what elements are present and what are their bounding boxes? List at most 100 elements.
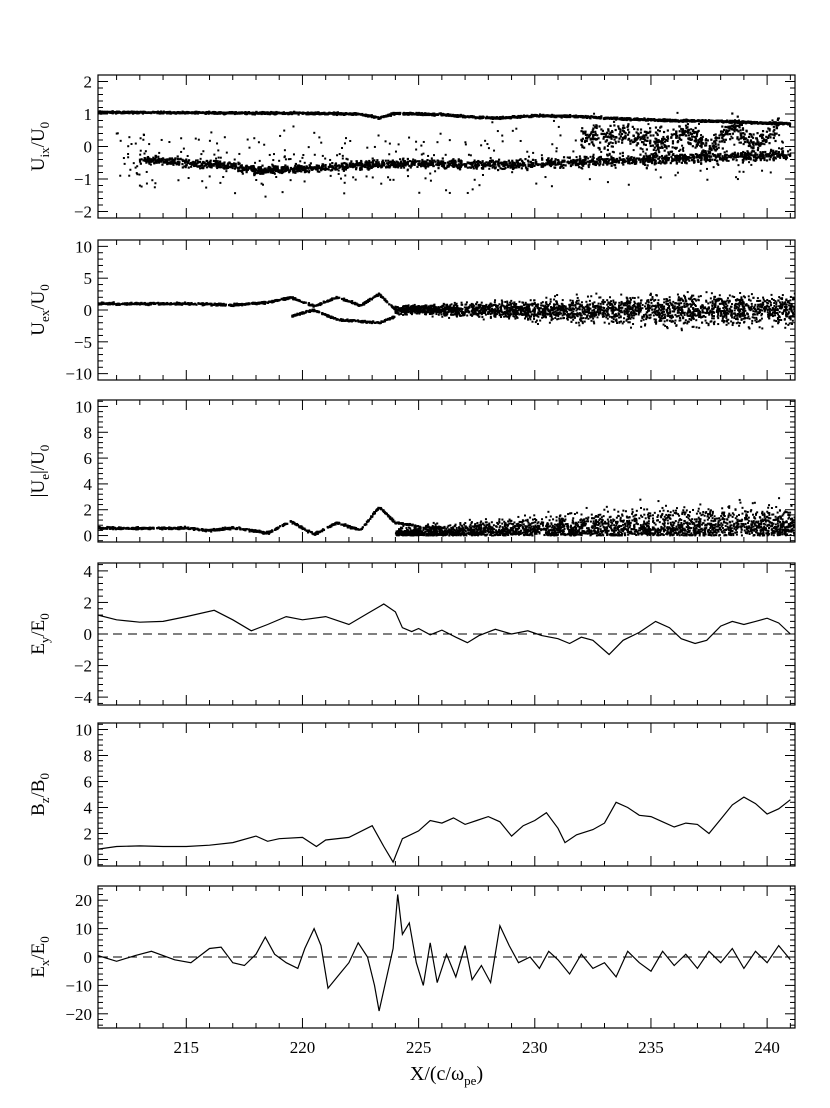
- data-point: [518, 115, 520, 117]
- data-point: [453, 114, 455, 116]
- data-point: [415, 149, 417, 151]
- data-point: [501, 135, 503, 137]
- data-point: [750, 133, 752, 135]
- data-point: [241, 171, 243, 173]
- data-point: [437, 113, 439, 115]
- data-point: [732, 125, 734, 127]
- data-point: [646, 148, 648, 150]
- data-point: [94, 112, 96, 114]
- data-point: [762, 134, 764, 136]
- data-point: [152, 159, 154, 161]
- data-point: [554, 115, 556, 117]
- data-point: [116, 111, 118, 113]
- data-point: [578, 166, 580, 168]
- data-point: [361, 164, 363, 166]
- data-point: [713, 145, 715, 147]
- data-point: [217, 166, 219, 168]
- data-point: [177, 179, 179, 181]
- data-point: [726, 150, 728, 152]
- data-point: [661, 155, 663, 157]
- data-point: [431, 157, 433, 159]
- data-point: [742, 121, 744, 123]
- data-point: [641, 118, 643, 120]
- data-point: [146, 171, 148, 173]
- data-point: [239, 112, 241, 114]
- data-point: [281, 172, 283, 174]
- data-point: [215, 162, 217, 164]
- data-point: [464, 141, 466, 143]
- data-point: [461, 115, 463, 117]
- data-point: [188, 159, 190, 161]
- data-point: [145, 162, 147, 164]
- data-point: [284, 149, 286, 151]
- data-point: [737, 125, 739, 127]
- data-point: [717, 144, 719, 146]
- data-point: [777, 156, 779, 158]
- data-point: [615, 141, 617, 143]
- data-point: [714, 148, 716, 150]
- data-point: [329, 166, 331, 168]
- data-point: [352, 166, 354, 168]
- data-point: [620, 135, 622, 137]
- data-point: [708, 120, 710, 122]
- data-point: [782, 150, 784, 152]
- data-point: [599, 156, 601, 158]
- data-point: [185, 158, 187, 160]
- data-point: [646, 140, 648, 142]
- data-point: [604, 146, 606, 148]
- data-point: [676, 155, 678, 157]
- data-point: [607, 149, 609, 151]
- data-point: [663, 131, 665, 133]
- data-point: [233, 163, 235, 165]
- data-point: [761, 153, 763, 155]
- data-point: [727, 133, 729, 135]
- data-point: [95, 111, 97, 113]
- data-point: [166, 159, 168, 161]
- data-point: [640, 147, 642, 149]
- data-point: [656, 145, 658, 147]
- data-point: [747, 152, 749, 154]
- data-point: [592, 127, 594, 129]
- data-point: [254, 162, 256, 164]
- data-point: [679, 149, 681, 151]
- data-point: [457, 167, 459, 169]
- data-point: [739, 142, 741, 144]
- data-point: [147, 156, 149, 158]
- data-point: [366, 147, 368, 149]
- data-point: [314, 111, 316, 113]
- data-point: [241, 112, 243, 114]
- data-point: [709, 153, 711, 155]
- data-point: [675, 132, 677, 134]
- data-point: [366, 175, 368, 177]
- data-point: [263, 112, 265, 114]
- data-point: [276, 169, 278, 171]
- data-point: [386, 162, 388, 164]
- data-point: [142, 111, 144, 113]
- data-point: [622, 125, 624, 127]
- data-point: [724, 151, 726, 153]
- data-point: [159, 111, 161, 113]
- data-point: [390, 161, 392, 163]
- data-point: [682, 150, 684, 152]
- data-point: [177, 111, 179, 113]
- data-point: [524, 158, 526, 160]
- data-point: [624, 136, 626, 138]
- data-point: [255, 179, 257, 181]
- data-point: [508, 165, 510, 167]
- data-point: [418, 192, 420, 194]
- data-point: [246, 168, 248, 170]
- data-point: [582, 131, 584, 133]
- data-point: [354, 163, 356, 165]
- data-point: [94, 112, 96, 114]
- data-point: [563, 156, 565, 158]
- data-point: [284, 156, 286, 158]
- data-point: [472, 188, 474, 190]
- data-point: [343, 192, 345, 194]
- data-point: [334, 169, 336, 171]
- data-point: [599, 117, 601, 119]
- data-point: [652, 157, 654, 159]
- data-point: [553, 120, 555, 122]
- data-point: [598, 159, 600, 161]
- data-point: [398, 112, 400, 114]
- data-point: [355, 179, 357, 181]
